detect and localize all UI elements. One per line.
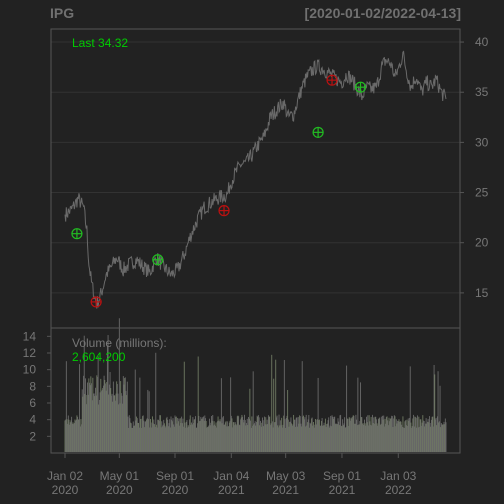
x-tick-month-label: Sep 01: [323, 469, 361, 483]
sell-signal-marker: [90, 296, 102, 308]
x-tick-year-label: 2021: [272, 483, 299, 497]
volume-tick-label: 2: [29, 429, 36, 443]
buy-signal-marker: [71, 228, 83, 240]
x-tick-month-label: Jan 04: [213, 469, 249, 483]
volume-tick-label: 8: [29, 379, 36, 393]
volume-panel-frame: [50, 327, 461, 454]
x-tick-month-label: May 03: [266, 469, 306, 483]
x-tick-month-label: Jan 03: [380, 469, 416, 483]
buy-signal-marker: [354, 81, 367, 93]
volume-tick-label: 10: [23, 363, 37, 377]
price-series: [64, 50, 447, 309]
buy-signal-marker: [312, 126, 324, 138]
volume-tick-label: 6: [29, 396, 36, 410]
price-tick-label: 25: [475, 186, 489, 200]
x-tick-month-label: Sep 01: [156, 469, 194, 483]
x-tick-year-label: 2020: [52, 483, 79, 497]
price-tick-label: 20: [475, 236, 489, 250]
x-tick-year-label: 2020: [162, 483, 189, 497]
buy-signal-marker: [152, 254, 164, 266]
chart-symbol: IPG: [50, 5, 75, 21]
sell-signal-marker: [326, 74, 338, 86]
price-line: [64, 50, 447, 309]
price-tick-label: 40: [475, 35, 489, 49]
volume-tick-label: 12: [23, 346, 37, 360]
x-tick-year-label: 2021: [218, 483, 245, 497]
volume-value: 2,604,200: [72, 350, 126, 364]
chart-date-range: [2020-01-02/2022-04-13]: [304, 5, 461, 21]
x-tick-year-label: 2021: [329, 483, 356, 497]
price-tick-label: 30: [475, 135, 489, 149]
x-tick-year-label: 2022: [385, 483, 412, 497]
x-tick-month-label: May 01: [100, 469, 140, 483]
price-tick-label: 35: [475, 85, 489, 99]
volume-tick-label: 14: [23, 329, 37, 343]
last-price-label: Last 34.32: [72, 36, 128, 50]
price-panel-frame: [50, 28, 461, 329]
volume-bars: [64, 318, 447, 452]
sell-signal-marker: [218, 205, 230, 217]
signal-markers: [71, 74, 367, 308]
grid-lines: [51, 41, 460, 294]
x-tick-month-label: Jan 02: [47, 469, 83, 483]
volume-label: Volume (millions):: [72, 336, 167, 350]
price-tick-label: 15: [475, 286, 489, 300]
volume-tick-label: 4: [29, 413, 36, 427]
x-tick-year-label: 2020: [106, 483, 133, 497]
